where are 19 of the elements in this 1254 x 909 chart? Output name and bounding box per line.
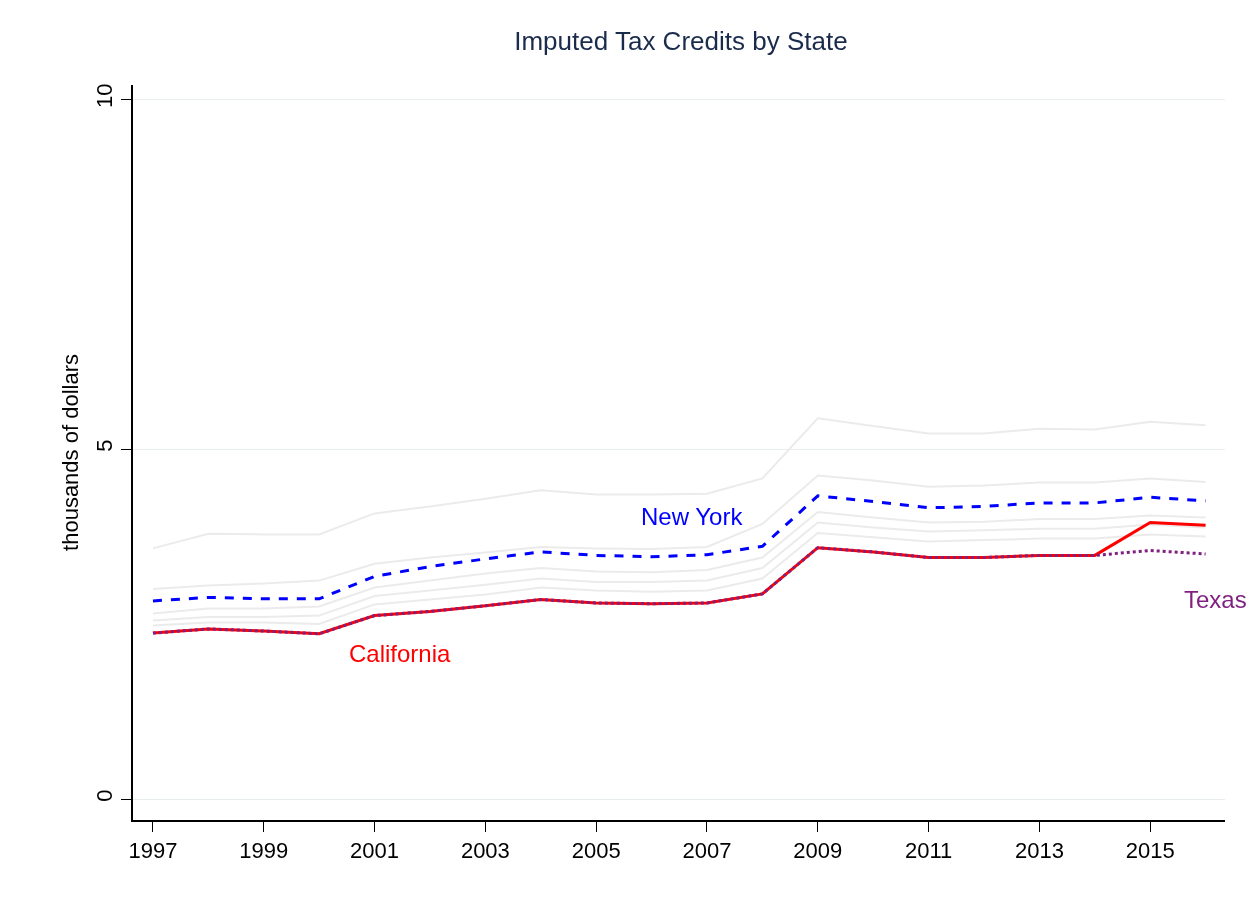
x-tick-label: 1999 (239, 838, 289, 864)
x-tick-label: 2005 (571, 838, 621, 864)
series-label: California (349, 640, 452, 667)
y-axis-title: thousands of dollars (57, 354, 83, 551)
y-tick-label: 5 (92, 439, 118, 452)
x-tick-label: 2009 (793, 838, 843, 864)
x-tick-label: 2003 (460, 838, 510, 864)
chart-title: Imputed Tax Credits by State (514, 26, 848, 56)
y-tick-label: 0 (92, 789, 118, 802)
x-tick-label: 2015 (1125, 838, 1175, 864)
x-tick-label: 2001 (350, 838, 400, 864)
x-tick-label: 2007 (682, 838, 732, 864)
line-series (151, 474, 1207, 590)
x-tick-label: 2011 (904, 838, 953, 864)
x-tick-label: 2013 (1014, 838, 1064, 864)
series-label: New York (641, 503, 744, 530)
y-tick-label: 10 (92, 83, 118, 108)
series-label: Texas (1184, 586, 1247, 613)
x-tick-label: 1997 (128, 838, 178, 864)
